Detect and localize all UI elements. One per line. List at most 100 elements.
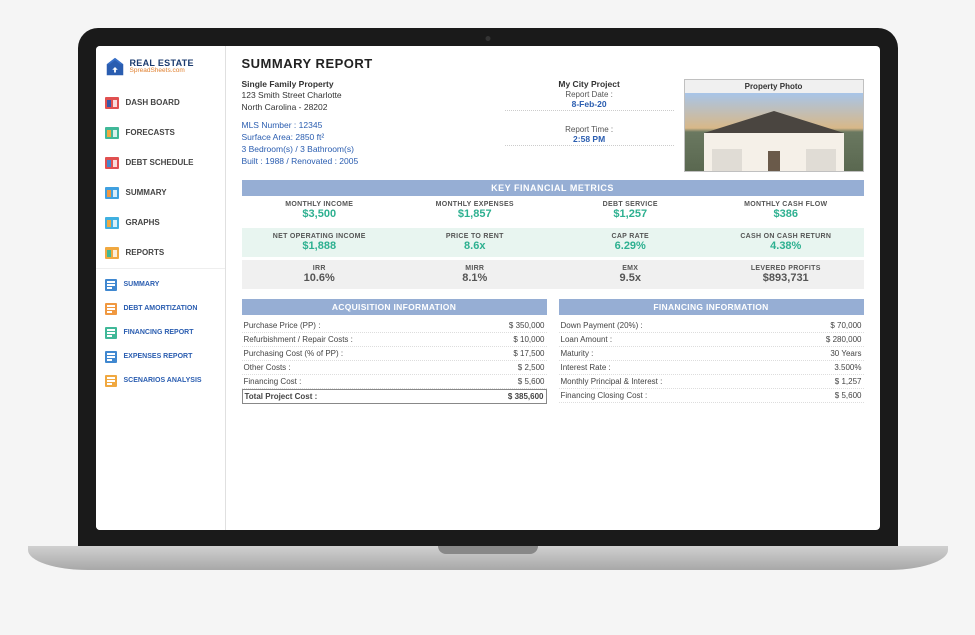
nav-label: DEBT SCHEDULE	[126, 158, 194, 167]
info-value: $ 17,500	[513, 349, 544, 358]
summary-header: Single Family Property 123 Smith Street …	[242, 79, 864, 172]
info-value: $ 1,257	[835, 377, 862, 386]
nav-item-dash-board[interactable]: DASH BOARD	[96, 88, 225, 118]
info-row: Down Payment (20%) :$ 70,000	[559, 319, 864, 333]
metric-label: NET OPERATING INCOME	[244, 233, 396, 240]
nav-icon	[104, 155, 120, 171]
sub-label: SUMMARY	[124, 281, 160, 288]
info-value: $ 280,000	[826, 335, 862, 344]
sub-label: EXPENSES REPORT	[124, 353, 193, 360]
nav-item-graphs[interactable]: GRAPHS	[96, 208, 225, 238]
property-photo-label: Property Photo	[685, 80, 863, 93]
info-row: Maturity : 30 Years	[559, 347, 864, 361]
metric-value: 8.6x	[399, 240, 551, 252]
metric-cell: CAP RATE6.29%	[553, 228, 709, 257]
info-value: $ 10,000	[513, 335, 544, 344]
metric-value: 4.38%	[710, 240, 862, 252]
laptop-base	[28, 546, 948, 570]
metric-cell: MIRR8.1%	[397, 260, 553, 289]
info-value: 3.500%	[834, 363, 861, 372]
sub-icon	[104, 302, 118, 316]
info-label: Financing Closing Cost :	[561, 391, 648, 400]
info-label: Financing Cost :	[244, 377, 302, 386]
metric-cell: NET OPERATING INCOME$1,888	[242, 228, 398, 257]
metric-label: CAP RATE	[555, 233, 707, 240]
info-row: Interest Rate : 3.500%	[559, 361, 864, 375]
sub-item-debt-amortization[interactable]: DEBT AMORTIZATION	[96, 297, 225, 321]
logo-icon	[104, 56, 126, 78]
metric-label: PRICE TO RENT	[399, 233, 551, 240]
info-row: Financing Closing Cost :$ 5,600	[559, 389, 864, 403]
metric-label: DEBT SERVICE	[555, 201, 707, 208]
metric-cell: EMX9.5x	[553, 260, 709, 289]
financing-header: FINANCING INFORMATION	[559, 299, 864, 315]
metric-value: 8.1%	[399, 272, 551, 284]
nav-item-reports[interactable]: REPORTS	[96, 238, 225, 268]
info-label: Purchase Price (PP) :	[244, 321, 321, 330]
info-label: Interest Rate :	[561, 363, 611, 372]
page-title: SUMMARY REPORT	[242, 56, 864, 71]
camera-icon	[485, 36, 490, 41]
info-value: 30 Years	[830, 349, 861, 358]
metric-cell: DEBT SERVICE$1,257	[553, 196, 709, 225]
metrics-row-2: NET OPERATING INCOME$1,888PRICE TO RENT8…	[242, 228, 864, 257]
info-label: Total Project Cost :	[245, 392, 318, 401]
info-label: Purchasing Cost (% of PP) :	[244, 349, 344, 358]
info-label: Loan Amount :	[561, 335, 613, 344]
nav-item-debt-schedule[interactable]: DEBT SCHEDULE	[96, 148, 225, 178]
report-date-label: Report Date :	[505, 90, 674, 99]
info-section: ACQUISITION INFORMATION Purchase Price (…	[242, 299, 864, 404]
nav-label: SUMMARY	[126, 188, 167, 197]
metric-value: $1,888	[244, 240, 396, 252]
info-label: Down Payment (20%) :	[561, 321, 643, 330]
metric-label: LEVERED PROFITS	[710, 265, 862, 272]
project-name: My City Project	[505, 79, 674, 91]
nav-label: GRAPHS	[126, 218, 160, 227]
metric-cell: PRICE TO RENT8.6x	[397, 228, 553, 257]
app-window: REAL ESTATE SpreadSheets.com DASH BOARD F…	[96, 46, 880, 530]
nav-label: REPORTS	[126, 248, 165, 257]
info-row: Monthly Principal & Interest : $ 1,257	[559, 375, 864, 389]
logo[interactable]: REAL ESTATE SpreadSheets.com	[96, 52, 225, 88]
metrics-row-1: MONTHLY INCOME$3,500MONTHLY EXPENSES$1,8…	[242, 196, 864, 225]
metric-cell: MONTHLY CASH FLOW$386	[708, 196, 864, 225]
info-value: $ 2,500	[518, 363, 545, 372]
sub-item-summary[interactable]: SUMMARY	[96, 273, 225, 297]
sub-item-expenses-report[interactable]: EXPENSES REPORT	[96, 345, 225, 369]
nav-icon	[104, 125, 120, 141]
main-content: SUMMARY REPORT Single Family Property 12…	[226, 46, 880, 530]
property-photo-box: Property Photo	[684, 79, 864, 172]
metric-value: $386	[710, 208, 862, 220]
metric-value: $1,857	[399, 208, 551, 220]
info-row: Other Costs :$ 2,500	[242, 361, 547, 375]
key-metrics-header: KEY FINANCIAL METRICS	[242, 180, 864, 196]
info-row: Refurbishment / Repair Costs :$ 10,000	[242, 333, 547, 347]
nav-item-forecasts[interactable]: FORECASTS	[96, 118, 225, 148]
sub-icon	[104, 350, 118, 364]
metric-label: MONTHLY INCOME	[244, 201, 396, 208]
report-time-label: Report Time :	[505, 125, 674, 134]
metric-label: MONTHLY EXPENSES	[399, 201, 551, 208]
logo-subtitle: SpreadSheets.com	[130, 68, 194, 75]
metric-value: 6.29%	[555, 240, 707, 252]
info-label: Monthly Principal & Interest :	[561, 377, 663, 386]
metric-cell: MONTHLY INCOME$3,500	[242, 196, 398, 225]
info-value: $ 350,000	[509, 321, 545, 330]
info-row: Purchase Price (PP) : $ 350,000	[242, 319, 547, 333]
sub-item-financing-report[interactable]: FINANCING REPORT	[96, 321, 225, 345]
info-label: Maturity :	[561, 349, 594, 358]
metric-cell: MONTHLY EXPENSES$1,857	[397, 196, 553, 225]
sub-item-scenarios-analysis[interactable]: SCENARIOS ANALYSIS	[96, 369, 225, 393]
metric-cell: CASH ON CASH RETURN4.38%	[708, 228, 864, 257]
sub-icon	[104, 326, 118, 340]
nav-item-summary[interactable]: SUMMARY	[96, 178, 225, 208]
nav-label: DASH BOARD	[126, 98, 180, 107]
sub-label: SCENARIOS ANALYSIS	[124, 377, 202, 384]
laptop-frame: REAL ESTATE SpreadSheets.com DASH BOARD F…	[28, 28, 948, 608]
info-value: $ 5,600	[518, 377, 545, 386]
total-cost-row: Total Project Cost :$ 385,600	[242, 389, 547, 404]
property-photo	[685, 93, 863, 171]
sidebar: REAL ESTATE SpreadSheets.com DASH BOARD F…	[96, 46, 226, 530]
metric-cell: LEVERED PROFITS$893,731	[708, 260, 864, 289]
acquisition-header: ACQUISITION INFORMATION	[242, 299, 547, 315]
